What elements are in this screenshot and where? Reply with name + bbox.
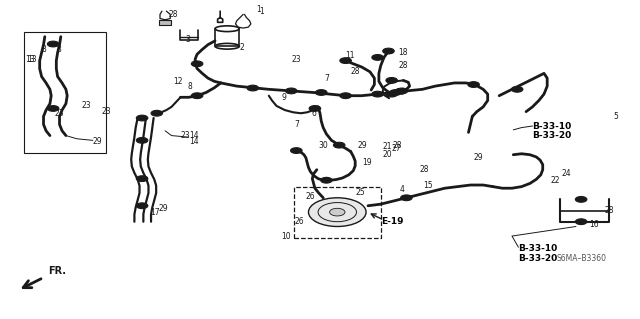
Circle shape [390, 90, 401, 95]
Text: 8: 8 [56, 45, 61, 54]
Text: 14: 14 [189, 131, 198, 140]
Text: 24: 24 [562, 169, 572, 178]
Circle shape [308, 198, 366, 226]
Text: 29: 29 [159, 204, 168, 213]
Text: 23: 23 [81, 101, 91, 110]
Circle shape [191, 61, 203, 67]
Circle shape [340, 93, 351, 99]
Circle shape [575, 197, 587, 202]
Circle shape [401, 195, 412, 201]
Text: 23: 23 [292, 55, 301, 63]
Text: 1: 1 [259, 7, 264, 16]
Text: 19: 19 [362, 158, 372, 167]
Text: 16: 16 [589, 220, 598, 229]
Text: 6: 6 [311, 109, 316, 118]
Circle shape [340, 58, 351, 63]
Circle shape [316, 90, 327, 95]
Text: 25: 25 [355, 189, 365, 197]
Text: 13: 13 [26, 55, 35, 63]
Text: 8: 8 [42, 45, 46, 54]
Text: 4: 4 [399, 185, 404, 194]
Text: 23: 23 [396, 88, 405, 97]
Circle shape [136, 176, 148, 182]
Circle shape [321, 177, 332, 183]
Text: 20: 20 [383, 150, 392, 159]
Text: S6MA–B3360: S6MA–B3360 [557, 254, 607, 263]
Circle shape [511, 86, 523, 92]
Text: 2: 2 [240, 43, 244, 52]
Text: 22: 22 [550, 176, 560, 185]
Text: E-19: E-19 [381, 217, 404, 226]
Text: 3: 3 [186, 35, 191, 44]
Text: 8: 8 [188, 82, 192, 91]
Circle shape [136, 137, 148, 143]
Text: 28: 28 [393, 141, 403, 150]
Text: 12: 12 [173, 77, 182, 86]
Circle shape [309, 106, 321, 111]
Text: 5: 5 [613, 112, 618, 121]
Text: 23: 23 [54, 109, 64, 118]
Circle shape [247, 85, 259, 91]
Text: FR.: FR. [48, 266, 66, 276]
Text: B-33-10: B-33-10 [532, 122, 572, 130]
Circle shape [372, 91, 383, 97]
Text: B-33-20: B-33-20 [532, 131, 572, 140]
Circle shape [47, 106, 59, 111]
Text: 10: 10 [282, 232, 291, 241]
Circle shape [136, 203, 148, 209]
Text: 13: 13 [27, 55, 36, 63]
Circle shape [151, 110, 163, 116]
Text: 28: 28 [419, 165, 429, 174]
Circle shape [136, 115, 148, 121]
Circle shape [396, 88, 408, 94]
Circle shape [386, 78, 397, 83]
Text: B-33-20: B-33-20 [518, 254, 557, 263]
Circle shape [575, 219, 587, 225]
Text: 26: 26 [306, 192, 316, 201]
Text: 28: 28 [398, 61, 408, 70]
Text: 28: 28 [351, 67, 360, 76]
Text: 29: 29 [474, 153, 483, 162]
Circle shape [386, 91, 397, 97]
Circle shape [191, 93, 203, 99]
Text: 30: 30 [319, 141, 328, 150]
Bar [159, 20, 171, 25]
Text: 7: 7 [294, 120, 300, 129]
Circle shape [372, 55, 383, 60]
Circle shape [383, 48, 394, 54]
Text: 29: 29 [92, 137, 102, 146]
Circle shape [468, 82, 479, 87]
Text: 28: 28 [605, 206, 614, 215]
Text: 17: 17 [150, 208, 159, 217]
Text: B-33-10: B-33-10 [518, 244, 557, 253]
Text: 1: 1 [256, 5, 260, 14]
Circle shape [47, 41, 59, 47]
Text: 23: 23 [101, 107, 111, 116]
Circle shape [291, 148, 302, 153]
Text: 18: 18 [398, 48, 408, 57]
Text: 11: 11 [346, 51, 355, 60]
Text: 7: 7 [324, 74, 330, 83]
Bar [294, 187, 381, 238]
Text: 9: 9 [282, 93, 287, 102]
Text: 26: 26 [294, 217, 304, 226]
Circle shape [330, 208, 345, 216]
Circle shape [333, 142, 345, 148]
Text: 15: 15 [424, 181, 433, 189]
Text: 29: 29 [357, 141, 367, 150]
Circle shape [285, 88, 297, 94]
Text: 23: 23 [180, 131, 190, 140]
Bar [24, 32, 106, 153]
Text: 21: 21 [383, 142, 392, 151]
Text: 14: 14 [189, 137, 199, 146]
Text: 27: 27 [392, 144, 401, 153]
Text: 28: 28 [169, 10, 179, 19]
